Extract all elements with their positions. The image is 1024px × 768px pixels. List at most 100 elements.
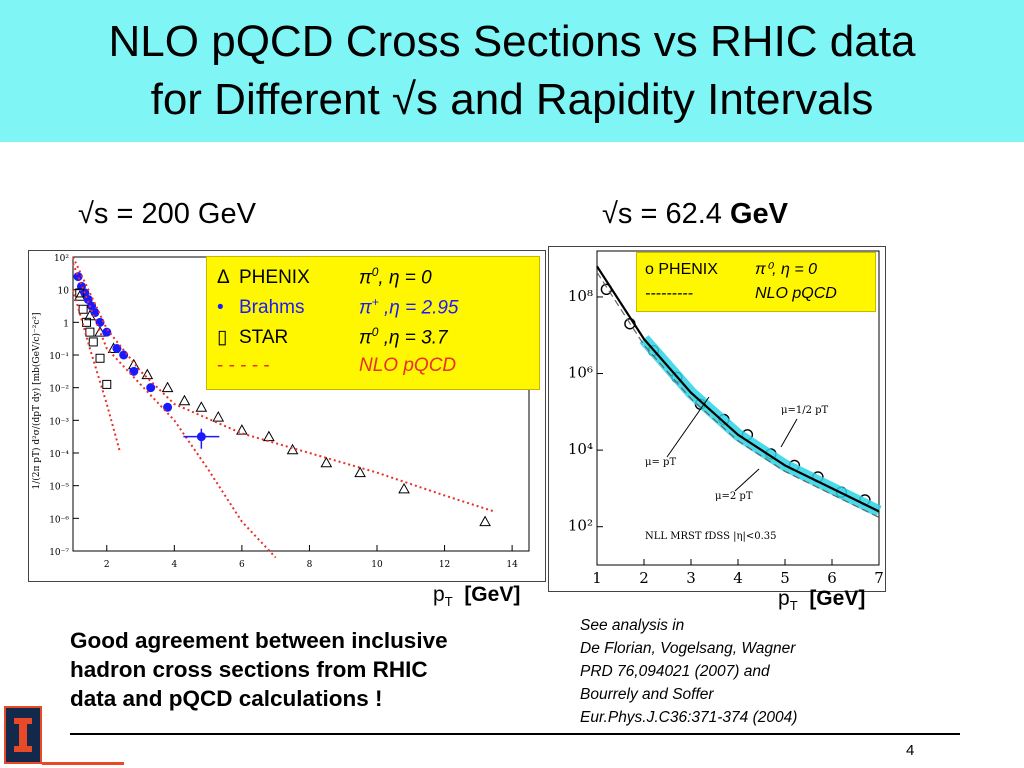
left-x-axis-label: pT [GeV]: [433, 583, 521, 610]
title-band: [0, 0, 1024, 142]
x-tick-label: 7: [874, 569, 884, 587]
legend-row-phenix: Δ PHENIX π0, η = 0: [217, 265, 432, 289]
logo-accent-bar: [42, 762, 124, 765]
legend-sup-star: 0: [371, 325, 379, 339]
data-point-phenix-0-0: [195, 401, 208, 412]
data-point-phenix-0-0: [320, 456, 333, 468]
y-tick-label: 10⁻⁴: [49, 450, 69, 460]
data-point-brahms-2-95: [146, 383, 156, 393]
x-tick-label: 2: [639, 569, 649, 587]
data-point-phenix-0-0: [479, 515, 491, 527]
data-point-brahms-2-95: [73, 272, 83, 282]
agreement-line: data and pQCD calculations !: [70, 686, 383, 711]
left-legend: Δ PHENIX π0, η = 0 • Brahms π+ ,η = 2.95 ▯ ST…: [206, 256, 540, 390]
legend-marker-brahms: •: [217, 297, 224, 319]
data-point-brahms-2-95: [102, 327, 112, 337]
reference-line: De Florian, Vogelsang, Wagner: [580, 640, 796, 657]
legend-particle-star: π: [359, 327, 372, 349]
y-tick-label: 10⁻²: [49, 385, 69, 395]
y-tick-label: 10: [58, 287, 70, 297]
y-tick-label: 10⁻¹: [49, 352, 69, 362]
series-line-nlo-pqcd: [596, 265, 880, 513]
data-point-brahms-2-95: [112, 343, 122, 353]
y-tick-label: 10⁻⁵: [49, 483, 69, 493]
data-point-phenix-0-0: [141, 368, 154, 380]
right-x-axis-label: pT [GeV]: [778, 587, 866, 614]
reference-line: Eur.Phys.J.C36:371-374 (2004): [580, 709, 798, 726]
x-tick-label: 2: [104, 560, 110, 570]
nlo-dashed-curve: [596, 271, 880, 518]
right-legend: o PHENIX π⁰, η = 0 --------- NLO pQCD: [636, 252, 876, 312]
x-tick-label: 1: [592, 569, 602, 587]
data-point-phenix-0-0: [178, 394, 191, 406]
left-y-axis-label: 1/(2π pT) d²σ/(dpT dy) [mb(GeV/c)⁻²c²]: [31, 312, 42, 489]
left-energy-prefix: √s =: [78, 198, 142, 230]
agreement-line: hadron cross sections from RHIC: [70, 657, 428, 682]
legend-experiment-star: STAR: [239, 327, 289, 349]
annotation-mu-half: μ=1/2 pT: [781, 405, 829, 416]
annotation-mu-two-arrow: [734, 468, 760, 492]
y-tick-label: 1: [63, 319, 69, 329]
annotation-mu-half-arrow: [780, 418, 798, 448]
reference-line: PRD 76,094021 (2007) and: [580, 663, 770, 680]
slide-title-line-1: NLO pQCD Cross Sections vs RHIC data: [108, 17, 916, 66]
x-tick-label: 12: [439, 560, 450, 570]
left-energy-value: 200 GeV: [141, 198, 256, 230]
series-line-nlo-pqcd: [72, 289, 122, 454]
data-point-star-0-3-7: [102, 379, 112, 389]
right-energy-prefix: √s = 62.4: [602, 198, 730, 230]
y-tick-label: 10⁶: [568, 364, 593, 382]
data-point-phenix-0-0: [212, 411, 225, 422]
y-tick-label: 10⁴: [568, 440, 593, 458]
data-point-brahms-2-95: [119, 350, 129, 360]
legend-particle-brahms: π: [359, 297, 372, 319]
data-point-star-0-3-7: [95, 353, 105, 363]
right-legend-value-nlo: NLO pQCD: [755, 285, 837, 302]
reference-line: See analysis in: [580, 617, 685, 634]
data-point-phenix-0-0: [236, 424, 248, 435]
right-legend-label-nlo: ---------: [645, 285, 693, 302]
x-tick-label: 4: [733, 569, 743, 587]
data-point-star-0-3-7: [85, 327, 95, 337]
data-point-star-0-3-7: [88, 337, 98, 347]
y-tick-label: 10⁻⁷: [49, 548, 69, 558]
annotation-mu-pt: μ= pT: [645, 457, 676, 468]
right-legend-label-phenix: o PHENIX: [645, 261, 718, 278]
legend-rest-star: ,η = 3.7: [378, 327, 448, 349]
x-tick-label: 4: [171, 560, 177, 570]
right-legend-row-nlo: --------- NLO pQCD: [645, 285, 837, 303]
right-plot: 1 2 3 4 5 6 7 10⁸ 10⁶ 10⁴ 10² μ= pT μ=1/2 pT μ=2 pT NL…: [568, 250, 884, 587]
data-point-phenix-0-0: [286, 443, 299, 455]
x-tick-label: 10: [371, 560, 383, 570]
reference-line: Bourrely and Soffer: [580, 686, 714, 703]
data-point-phenix-0-0: [263, 430, 275, 442]
y-tick-label: 10²: [54, 254, 69, 264]
data-point-phenix-0-0: [161, 381, 174, 393]
references: See analysis in De Florian, Vogelsang, W…: [580, 614, 797, 729]
legend-row-brahms: • Brahms π+ ,η = 2.95: [217, 295, 459, 319]
legend-rest-brahms: ,η = 2.95: [378, 297, 459, 319]
legend-sup-brahms: +: [371, 295, 379, 309]
legend-sup-phenix: 0: [371, 265, 379, 279]
x-tick-label: 5: [780, 569, 790, 587]
legend-marker-star: ▯: [217, 327, 228, 349]
right-energy-value: GeV: [729, 198, 788, 230]
legend-rest-phenix: , η = 0: [378, 267, 432, 289]
data-point-star-0-3-7: [78, 304, 88, 314]
agreement-line: Good agreement between inclusive: [70, 628, 448, 653]
x-tick-label: 6: [827, 569, 837, 587]
y-tick-label: 10⁻⁶: [49, 515, 69, 525]
right-energy-label: √s = 62.4 GeV: [602, 198, 788, 231]
right-legend-row-phenix: o PHENIX π⁰, η = 0: [645, 259, 817, 279]
x-tick-label: 3: [686, 569, 696, 587]
legend-marker-nlo: - - - - -: [217, 355, 270, 376]
series-line-nlo-pqcd: [72, 263, 277, 559]
data-point-phenix-0-0: [398, 482, 410, 494]
right-legend-value-phenix: π⁰, η = 0: [755, 261, 818, 278]
page-number: 4: [906, 742, 915, 759]
x-tick-label: 6: [239, 560, 245, 570]
x-tick-label: 14: [506, 560, 518, 570]
legend-experiment-phenix: PHENIX: [239, 267, 310, 289]
block-i-icon: [14, 718, 32, 752]
legend-marker-phenix: Δ: [217, 267, 230, 289]
